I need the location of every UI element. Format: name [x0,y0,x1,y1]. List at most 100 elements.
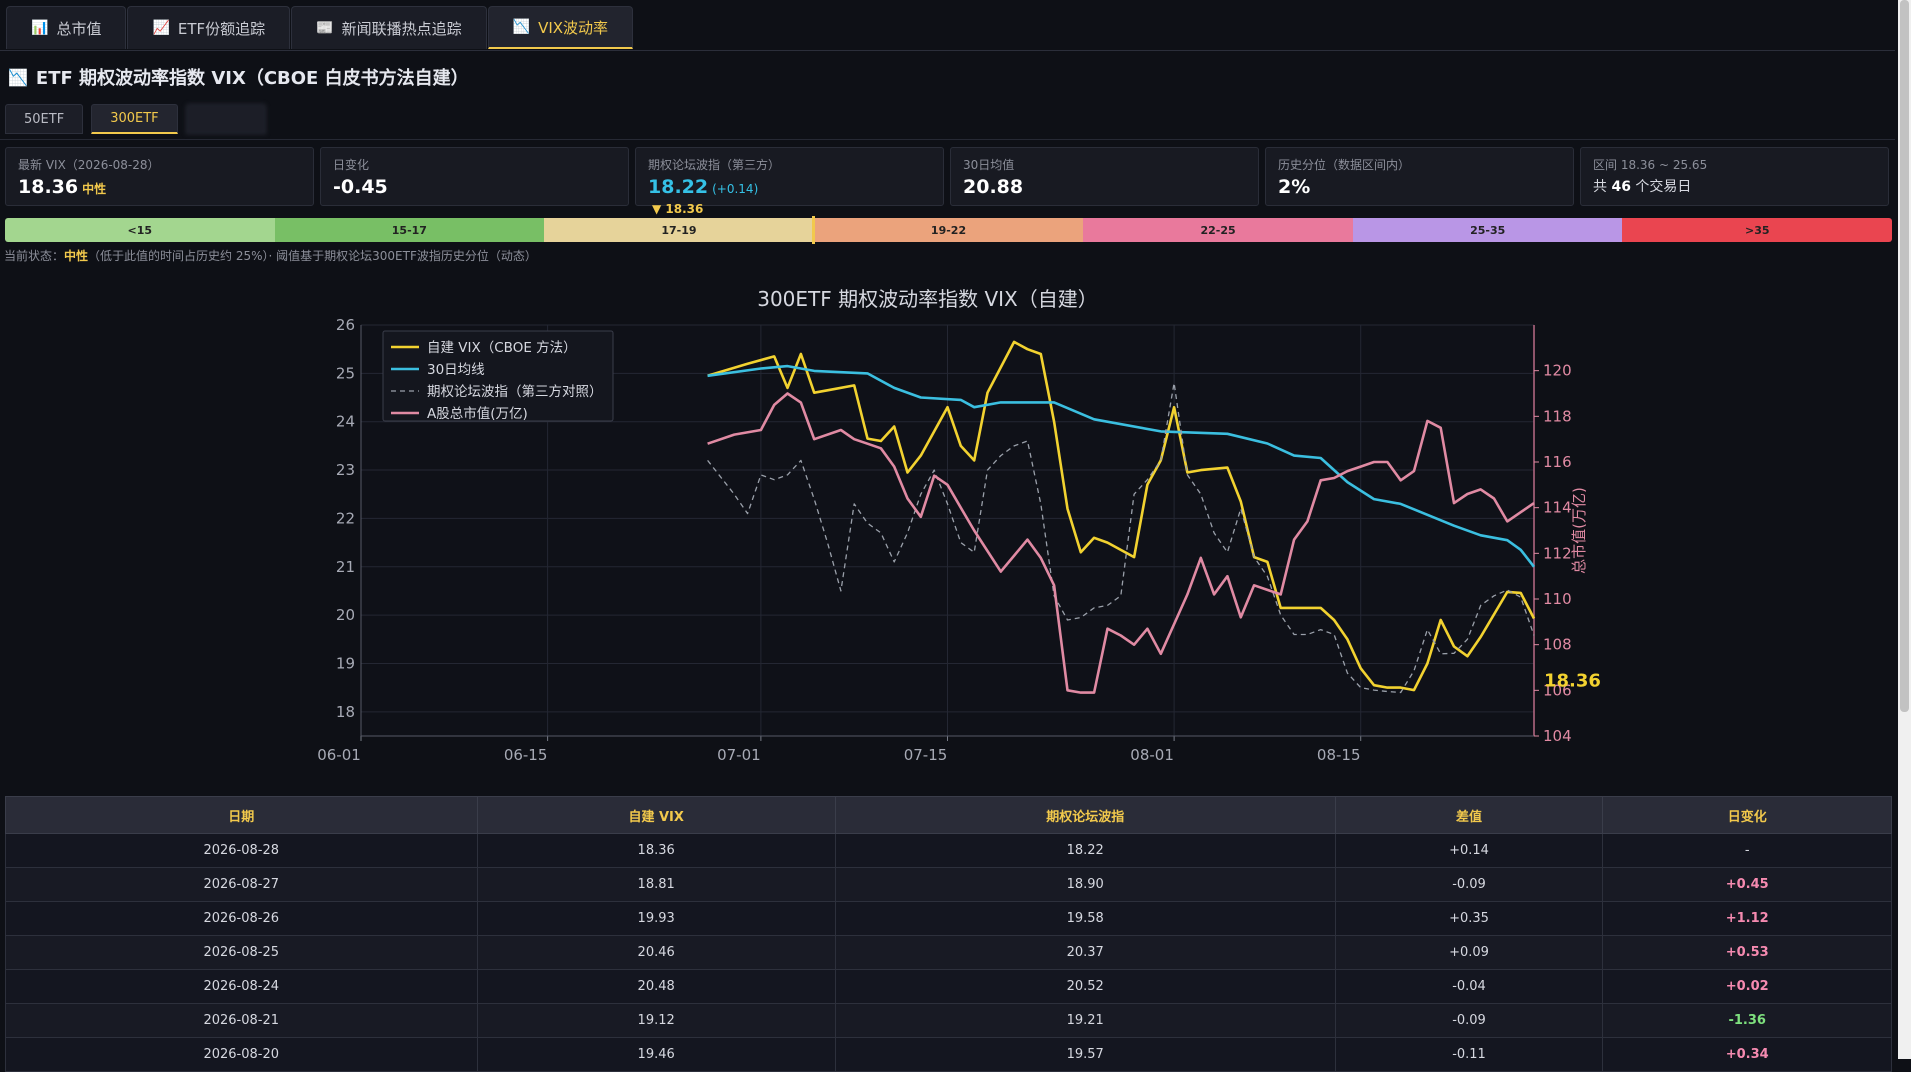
x-tick-label: 06-01 [317,746,361,764]
scale-segment: 19-22 [813,218,1084,242]
table-cell: 20.37 [834,935,1336,970]
latest-vix-value: 18.36 [18,176,79,198]
y-right-tick-label: 110 [1543,590,1572,608]
chart-legend [382,330,614,422]
table-cell: +0.14 [1334,833,1604,868]
vertical-scrollbar[interactable] [1898,0,1911,1059]
status-text: 当前状态：中性（低于此值的时间占历史约 25%）· 阈值基于期权论坛300ETF… [4,247,537,264]
card-value: 18.22 (+0.14) [648,176,931,198]
y-left-tick-label: 26 [336,316,355,334]
x-tick-label: 08-15 [1317,746,1361,764]
table-row: 2026-08-26 19.93 19.58 +0.35 +1.12 [5,901,1892,936]
tab-news-hotspot[interactable]: 📰 新闻联播热点追踪 [291,6,487,49]
etf-sub-tabs: 50ETF 300ETF [5,104,266,134]
table-cell: +1.12 [1602,901,1892,936]
table-header: 差值 [1334,796,1604,834]
y-left-tick-label: 25 [336,364,355,382]
table-header: 自建 VIX [476,796,836,834]
status-badge: 中性 [82,182,107,196]
y-right-tick-label: 116 [1543,453,1572,471]
scrollbar-thumb[interactable] [1900,0,1909,712]
legend-label: 30日均线 [427,362,485,378]
series-line [707,382,1535,694]
table-cell: 2026-08-24 [5,969,478,1004]
table-cell: 2026-08-28 [5,833,478,868]
y-right-tick-label: 108 [1543,636,1572,654]
card-daily-change: 日变化 -0.45 [320,147,629,206]
table-cell: 19.12 [476,1003,836,1038]
table-cell: -0.04 [1334,969,1604,1004]
table-cell: 19.93 [476,901,836,936]
card-value: 18.36 中性 [18,176,301,198]
table-cell: -0.09 [1334,1003,1604,1038]
table-cell: 18.36 [476,833,836,868]
scale-segment: 17-19 [544,218,814,242]
vix-data-table: 日期 自建 VIX 期权论坛波指 差值 日变化 2026-08-28 18.36 18.22… [5,796,1892,1072]
card-label: 日变化 [333,158,370,172]
table-cell: +0.45 [1602,867,1892,902]
y-right-tick-label: 114 [1543,499,1572,517]
subtab-blurred[interactable] [185,104,266,134]
scale-segment: >35 [1622,218,1892,242]
tab-total-market-cap[interactable]: 📊 总市值 [6,6,127,49]
card-range: 区间 18.36 ~ 25.65 共 46 个交易日 [1580,147,1889,206]
table-row: 2026-08-27 18.81 18.90 -0.09 +0.45 [5,867,1892,902]
diff-badge: (+0.14) [712,182,759,196]
tab-etf-share[interactable]: 📈 ETF份额追踪 [127,6,291,49]
divider [0,139,1895,140]
subtab-50etf[interactable]: 50ETF [5,104,84,134]
table-cell: 20.48 [476,969,836,1004]
tab-label: VIX波动率 [538,18,609,37]
y-left-tick-label: 21 [336,558,355,576]
card-value: -0.45 [333,176,388,198]
table-cell: 18.90 [834,867,1336,902]
table-cell: -0.11 [1334,1037,1604,1072]
tab-label: 总市值 [56,19,102,38]
card-percentile: 历史分位（数据区间内） 2% [1265,147,1574,206]
trend-down-icon: 📉 [8,67,28,87]
table-cell: 19.57 [834,1037,1336,1072]
table-cell: 19.46 [476,1037,836,1072]
volatility-scale-bar: <15 15-17 17-19 19-22 22-25 25-35 >35 [5,218,1892,242]
subtab-300etf[interactable]: 300ETF [91,104,178,134]
table-cell: +0.35 [1334,901,1604,936]
table-cell: 2026-08-27 [5,867,478,902]
table-header-row: 日期 自建 VIX 期权论坛波指 差值 日变化 [5,796,1892,834]
legend-label: 自建 VIX（CBOE 方法） [427,340,577,356]
newspaper-icon: 📰 [316,20,334,36]
series-line [707,364,1536,568]
series-line [707,340,1536,692]
y-right-tick-label: 104 [1543,727,1572,745]
y-left-tick-label: 22 [336,509,355,527]
table-cell: 2026-08-20 [5,1037,478,1072]
table-row: 2026-08-20 19.46 19.57 -0.11 +0.34 [5,1037,1892,1072]
card-value: 20.88 [963,176,1024,198]
scale-segment: 15-17 [274,218,545,242]
x-tick-label: 06-15 [504,746,548,764]
table-cell: 18.81 [476,867,836,902]
legend-label: A股总市值(万亿) [427,405,528,422]
card-third-party-index: 期权论坛波指（第三方） 18.22 (+0.14) [635,147,944,206]
x-tick-label: 07-15 [904,746,948,764]
legend-label: 期权论坛波指（第三方对照） [427,383,603,400]
third-party-value: 18.22 [648,176,709,198]
status-state: 中性 [64,249,89,263]
tab-vix[interactable]: 📉 VIX波动率 [487,6,634,49]
table-cell: 19.58 [834,901,1336,936]
chart-title: 300ETF 期权波动率指数 VIX（自建） [757,287,1098,311]
scale-segment: 25-35 [1352,218,1623,242]
x-tick-label: 07-01 [717,746,761,764]
current-value-indicator [812,216,815,244]
status-detail: （低于此值的时间占历史约 25%）· 阈值基于期权论坛300ETF波指历史分位（… [88,249,537,263]
scale-segment: <15 [5,218,275,242]
table-row: 2026-08-25 20.46 20.37 +0.09 +0.53 [5,935,1892,970]
card-label: 最新 VIX（2026-08-28） [18,158,160,172]
top-tab-bar: 📊 总市值 📈 ETF份额追踪 📰 新闻联播热点追踪 📉 VIX波动率 [0,0,1895,51]
y-left-tick-label: 20 [336,606,355,624]
y-right-tick-label: 118 [1543,407,1572,425]
table-cell: 19.21 [834,1003,1336,1038]
table-cell: 18.22 [834,833,1336,868]
table-header: 期权论坛波指 [834,796,1336,834]
card-value: 2% [1278,176,1311,198]
page-title: 📉 ETF 期权波动率指数 VIX（CBOE 白皮书方法自建） [8,64,469,90]
